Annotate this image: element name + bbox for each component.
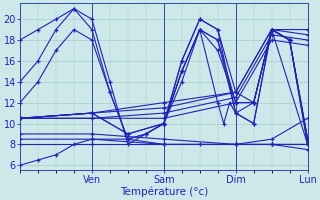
- X-axis label: Température (°c): Température (°c): [120, 186, 208, 197]
